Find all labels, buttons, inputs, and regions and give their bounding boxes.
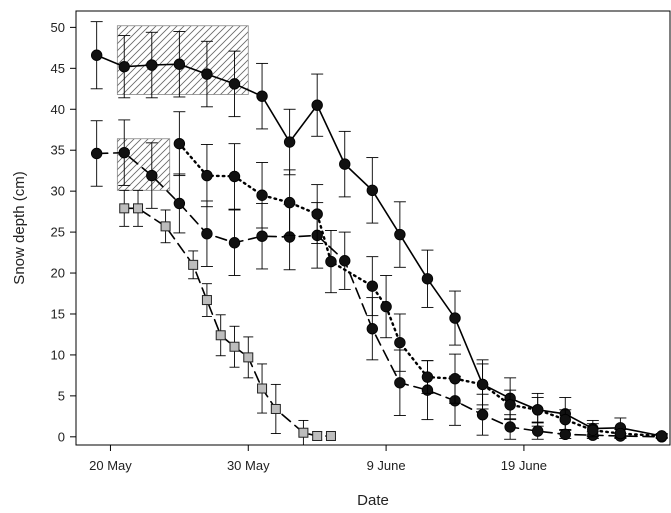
axes: [70, 10, 671, 451]
data-point-circle: [201, 228, 213, 240]
data-point-circle: [228, 170, 241, 183]
data-point-square: [133, 203, 144, 214]
data-series: [90, 21, 668, 445]
series-line: [95, 54, 663, 437]
data-point-circle: [256, 90, 268, 102]
data-point-circle: [656, 430, 668, 442]
data-point-circle: [90, 49, 103, 61]
data-point-circle: [449, 312, 461, 324]
data-point-square: [188, 259, 199, 270]
data-point-square: [243, 352, 254, 363]
data-point-circle: [173, 58, 186, 70]
data-point-circle: [283, 136, 296, 148]
data-point-circle: [90, 147, 103, 160]
data-point-circle: [504, 399, 516, 411]
series-line: [95, 151, 663, 438]
plot-frame: [75, 10, 671, 446]
shaded-region-2: [116, 138, 171, 191]
data-point-square: [229, 341, 240, 352]
data-point-circle: [421, 371, 434, 383]
data-point-circle: [311, 99, 323, 111]
data-point-square: [215, 330, 226, 341]
x-tick-label: 30 May: [227, 458, 270, 473]
data-point-square: [201, 295, 212, 306]
data-point-circle: [201, 68, 213, 80]
series-4: [119, 189, 336, 445]
data-point-circle: [394, 377, 406, 389]
data-point-square: [257, 383, 268, 394]
data-point-circle: [366, 184, 379, 197]
data-point-square: [298, 427, 309, 438]
series-1: [90, 21, 668, 442]
data-point-circle: [228, 78, 241, 90]
data-point-circle: [173, 137, 186, 150]
data-point-circle: [311, 208, 323, 220]
data-point-circle: [504, 421, 516, 433]
y-axis-label: Snow depth (cm): [11, 171, 28, 284]
data-point-circle: [201, 169, 213, 182]
y-tick-label: 45: [51, 61, 65, 76]
y-tick-label: 50: [51, 20, 65, 35]
data-point-circle: [421, 273, 434, 285]
data-point-circle: [256, 230, 268, 242]
data-point-square: [119, 203, 130, 214]
data-point-square: [270, 403, 281, 414]
data-point-circle: [587, 424, 599, 436]
data-point-circle: [531, 404, 544, 416]
data-point-circle: [173, 197, 186, 210]
data-point-square: [312, 430, 323, 441]
data-point-circle: [146, 59, 158, 71]
data-point-circle: [146, 169, 158, 182]
y-tick-label: 10: [51, 347, 65, 362]
tick-labels: 0 5 10 15 20 25 30 35 40 45 50 20 May 30 May 9 June 19…: [51, 20, 548, 473]
data-point-circle: [118, 146, 130, 159]
y-tick-label: 30: [51, 184, 65, 199]
series-2: [90, 119, 668, 443]
data-point-circle: [559, 428, 571, 441]
data-point-circle: [449, 372, 461, 385]
x-tick-label: 9 June: [367, 458, 406, 473]
data-point-circle: [531, 425, 544, 437]
data-point-circle: [118, 60, 130, 73]
shaded-regions: [116, 25, 249, 191]
data-point-square: [325, 430, 336, 441]
data-point-circle: [559, 413, 571, 426]
x-tick-label: 20 May: [89, 458, 132, 473]
data-point-circle: [339, 255, 351, 267]
data-point-circle: [476, 378, 489, 391]
y-tick-label: 5: [58, 388, 65, 403]
y-tick-label: 35: [51, 143, 65, 158]
data-point-circle: [325, 255, 337, 268]
y-tick-label: 20: [51, 266, 65, 281]
data-point-circle: [283, 196, 296, 209]
data-point-square: [160, 221, 171, 232]
data-point-circle: [614, 427, 627, 440]
data-point-circle: [394, 228, 406, 241]
y-tick-label: 40: [51, 102, 65, 117]
x-tick-label: 19 June: [501, 458, 547, 473]
data-point-circle: [476, 409, 489, 421]
data-point-circle: [366, 323, 379, 335]
series-line: [123, 207, 332, 437]
y-tick-label: 0: [58, 429, 65, 444]
data-point-circle: [228, 237, 241, 249]
data-point-circle: [366, 280, 379, 292]
data-point-circle: [394, 336, 406, 349]
y-tick-label: 25: [51, 225, 65, 240]
data-point-circle: [339, 158, 351, 170]
data-point-circle: [380, 300, 392, 313]
y-tick-label: 15: [51, 306, 65, 321]
x-axis-label: Date: [357, 492, 389, 509]
series-line: [178, 142, 663, 438]
series-3: [173, 111, 668, 442]
data-point-circle: [256, 189, 268, 201]
